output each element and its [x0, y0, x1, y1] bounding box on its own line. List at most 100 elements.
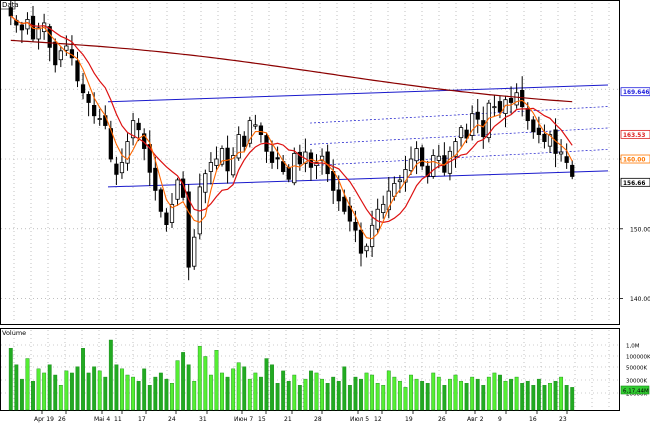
date-axis-label: 9 — [498, 416, 502, 423]
candle-body — [231, 155, 236, 176]
volume-bar — [475, 378, 480, 411]
candle-body — [53, 41, 58, 66]
volume-bar — [325, 383, 330, 411]
volume-bar — [420, 380, 425, 411]
volume-axis-label: 30000K — [626, 379, 647, 385]
volume-bar — [8, 348, 13, 411]
volume-bar — [303, 378, 308, 411]
volume-bar — [275, 383, 280, 411]
price-axis-label: 150.00 — [630, 226, 650, 233]
candle-body — [470, 113, 475, 136]
volume-bar — [19, 378, 24, 411]
price-plot-frame — [0, 0, 620, 325]
volume-bar — [342, 366, 347, 411]
volume-bar — [425, 383, 430, 411]
volume-bar — [531, 385, 536, 411]
channel-mid-line — [309, 106, 609, 124]
volume-bar — [448, 378, 452, 411]
volume-bar — [353, 376, 358, 411]
volume-bar — [486, 376, 491, 411]
volume-bar — [153, 376, 158, 411]
volume-bar — [509, 378, 513, 411]
volume-bar — [86, 372, 91, 411]
candle-body — [420, 147, 425, 167]
volume-bar — [331, 376, 336, 411]
date-axis-label: 12 — [374, 416, 382, 423]
candle-body — [80, 84, 86, 94]
volume-bar — [570, 387, 575, 411]
candle-body — [514, 92, 519, 106]
volume-bar — [459, 380, 463, 411]
candlesticks — [8, 0, 575, 281]
candle-body — [153, 167, 158, 191]
price-tag-label: 156.66 — [623, 181, 645, 187]
candle-body — [236, 134, 241, 159]
ma-fast-line — [10, 15, 573, 240]
candle-body — [208, 162, 214, 172]
candle-body — [475, 111, 480, 120]
date-axis-label: 21 — [284, 416, 292, 423]
chart-title-box — [0, 0, 16, 10]
candle-body — [8, 7, 13, 17]
volume-bar — [259, 376, 263, 411]
candle-body — [92, 105, 97, 117]
volume-bar — [47, 364, 52, 411]
volume-bar — [192, 380, 197, 411]
volume-bar — [236, 362, 241, 411]
volume-bar — [97, 370, 102, 411]
candle-body — [36, 27, 41, 40]
volume-bar — [197, 345, 202, 411]
volume-bar — [158, 372, 163, 411]
candle-body — [508, 97, 514, 103]
price-tag-box — [620, 87, 650, 97]
volume-bar — [164, 378, 169, 411]
date-axis-label: Apr 19 — [34, 416, 54, 423]
ma-mid-line — [10, 15, 573, 224]
candle-body — [331, 171, 336, 191]
chart-title: Data — [2, 1, 19, 9]
volume-bar — [403, 387, 408, 411]
channel-upper-line — [107, 84, 609, 103]
candle-body — [214, 158, 219, 166]
volume-bar — [525, 380, 530, 411]
volume-bar — [214, 350, 219, 411]
candle-body — [19, 24, 25, 31]
candle-body — [558, 151, 564, 155]
volume-bar — [14, 364, 19, 411]
candle-body — [130, 120, 136, 139]
volume-axis-label: 50000K — [626, 366, 647, 372]
candle-body — [369, 224, 375, 248]
volume-bar — [520, 383, 525, 411]
volume-bar — [292, 374, 297, 411]
candle-body — [125, 141, 130, 164]
moving-averages — [10, 15, 573, 240]
date-axis-label: 23 — [559, 416, 567, 423]
volume-bar — [431, 372, 436, 411]
volume-bar — [453, 374, 458, 411]
volume-bar — [553, 380, 558, 411]
candle-body — [292, 153, 297, 184]
candle-body — [436, 155, 441, 161]
candle-body — [570, 164, 575, 177]
candle-body — [325, 151, 330, 175]
volume-bar — [270, 364, 274, 411]
candle-body — [203, 173, 208, 193]
candle-body — [219, 148, 225, 165]
candle-body — [119, 162, 125, 174]
price-axis-label: 140.00 — [630, 296, 650, 303]
volume-bar — [370, 374, 375, 411]
volume-bar — [536, 378, 541, 411]
volume-bar — [131, 376, 135, 411]
candle-body — [64, 45, 69, 51]
volume-axis-label: 20000K — [626, 392, 647, 398]
volume-bar — [231, 368, 236, 411]
volume-bar — [103, 376, 108, 411]
volume-bar — [514, 376, 519, 411]
candle-body — [564, 156, 569, 163]
volume-bar — [559, 376, 564, 411]
price-tags: 169.6465 163.53 160.00 156.66 — [620, 87, 650, 187]
volume-panel-background — [0, 326, 650, 412]
date-axis-label: 26 — [438, 416, 446, 423]
volume-bar — [64, 370, 69, 411]
